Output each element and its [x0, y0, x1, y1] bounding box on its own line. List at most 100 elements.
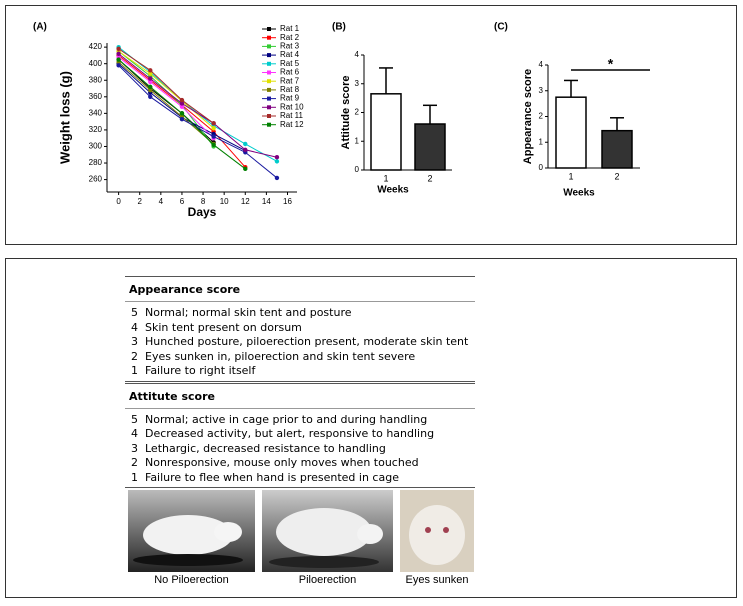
- criterion: Lethargic, decreased resistance to handl…: [145, 441, 386, 455]
- x-tick-label: 1: [383, 173, 388, 183]
- criterion: Failure to right itself: [145, 364, 256, 377]
- score: 4: [131, 320, 138, 334]
- score: 1: [131, 364, 138, 377]
- bar: [370, 93, 402, 171]
- y-axis-label: Attitude score: [340, 76, 352, 150]
- x-axis-label: Days: [188, 205, 217, 219]
- y-tick-label: 3: [355, 79, 360, 88]
- bar: [555, 96, 587, 169]
- x-tick-label: 4: [159, 197, 164, 206]
- panel-frame: [5, 258, 737, 598]
- y-axis-label: Appearance score: [522, 69, 534, 164]
- table-row: 2 Eyes sunken in, piloerection and skin t…: [129, 350, 471, 365]
- table-row: 1 Failure to flee when hand is presented …: [129, 471, 471, 486]
- table-section: Attitute score 5 Normal; active in cage pr…: [125, 380, 475, 488]
- data-point: [211, 134, 216, 139]
- data-point: [179, 116, 185, 122]
- legend-label: Rat 1: [280, 24, 300, 33]
- legend-label: Rat 11: [280, 111, 304, 120]
- data-point: [243, 166, 248, 172]
- photo-drawing: [409, 505, 465, 565]
- x-tick-label: 2: [614, 171, 619, 181]
- panel-frame: [5, 5, 737, 245]
- x-tick-label: 14: [262, 197, 271, 206]
- x-tick-label: 8: [201, 197, 206, 206]
- panel-label: (A): [33, 22, 47, 33]
- data-point: [179, 101, 185, 106]
- data-point: [148, 76, 153, 81]
- data-point: [148, 94, 153, 100]
- criterion: Hunched posture, piloerection present, m…: [145, 335, 469, 348]
- score: 2: [131, 456, 138, 469]
- table-row: 3 Hunched posture, piloerection present, …: [129, 335, 471, 350]
- data-point: [179, 111, 185, 116]
- x-tick-label: 1: [568, 171, 573, 181]
- data-point: [274, 175, 280, 181]
- legend-label: Rat 6: [280, 68, 300, 77]
- y-tick-label: 1: [355, 136, 360, 145]
- data-point: [148, 79, 153, 85]
- x-tick-label: 10: [220, 197, 229, 206]
- criterion: Normal; active in cage prior to and duri…: [145, 412, 428, 426]
- data-point: [243, 147, 248, 152]
- data-point: [211, 126, 216, 131]
- legend-label: Rat 4: [280, 50, 300, 59]
- y-tick-label: 260: [89, 175, 103, 184]
- series-line: [118, 50, 214, 129]
- x-tick-label: 6: [180, 197, 185, 206]
- data-point: [274, 155, 280, 160]
- y-tick-label: 0: [539, 163, 544, 172]
- y-tick-label: 3: [539, 86, 544, 95]
- legend-marker: [267, 122, 271, 127]
- data-point: [179, 97, 185, 103]
- score-table: Appearance score 5 Normal; normal skin ten…: [125, 276, 475, 493]
- y-tick-label: 380: [89, 75, 103, 84]
- y-axis-label: Weight loss (g): [57, 71, 72, 164]
- table-row: 4 Skin tent present on dorsum: [129, 321, 471, 336]
- legend-marker: [267, 114, 271, 118]
- data-point: [148, 84, 153, 90]
- criterion: Nonresponsive, mouse only moves when tou…: [145, 456, 419, 469]
- x-axis-label: Weeks: [563, 188, 595, 199]
- legend-label: Rat 9: [280, 94, 300, 103]
- x-tick-label: 0: [116, 197, 121, 206]
- data-point: [116, 46, 121, 51]
- legend-marker: [267, 70, 271, 75]
- y-tick-label: 4: [539, 60, 544, 69]
- annotation: *: [608, 56, 614, 72]
- x-axis-label: Weeks: [377, 185, 409, 196]
- data-point: [148, 87, 153, 93]
- criterion: Decreased activity, but alert, responsiv…: [145, 427, 435, 440]
- table-row: 1 Failure to right itself: [129, 364, 471, 379]
- y-tick-label: 320: [89, 125, 103, 134]
- photo-caption: No Piloerection: [154, 574, 229, 586]
- series-line: [118, 61, 214, 145]
- legend-marker: [267, 96, 271, 101]
- score: 1: [131, 470, 138, 484]
- criterion: Skin tent present on dorsum: [145, 320, 302, 334]
- data-point: [211, 142, 216, 148]
- photo-caption: Piloerection: [298, 574, 357, 586]
- table-row: 3 Lethargic, decreased resistance to hand…: [129, 442, 471, 457]
- criterion: Eyes sunken in, piloerection and skin te…: [145, 349, 416, 363]
- series-line: [118, 64, 278, 179]
- legend-marker: [267, 53, 271, 58]
- section-title: Appearance score: [125, 280, 475, 302]
- data-point: [243, 141, 248, 147]
- legend-label: Rat 7: [280, 76, 300, 85]
- y-tick-label: 360: [89, 92, 103, 101]
- legend-marker: [267, 61, 271, 66]
- legend-marker: [267, 35, 271, 40]
- data-point: [148, 71, 153, 76]
- y-tick-label: 300: [89, 142, 103, 151]
- photo-caption: Eyes sunken: [405, 574, 469, 586]
- table-rule: [125, 487, 475, 493]
- score: 4: [131, 427, 138, 440]
- series-line: [118, 48, 214, 124]
- photo: [400, 490, 474, 572]
- x-tick-label: 2: [427, 173, 432, 183]
- legend-label: Rat 8: [280, 85, 300, 94]
- section-title: Attitute score: [125, 387, 475, 409]
- criterion: Failure to flee when hand is presented i…: [145, 470, 399, 484]
- bar: [601, 129, 633, 169]
